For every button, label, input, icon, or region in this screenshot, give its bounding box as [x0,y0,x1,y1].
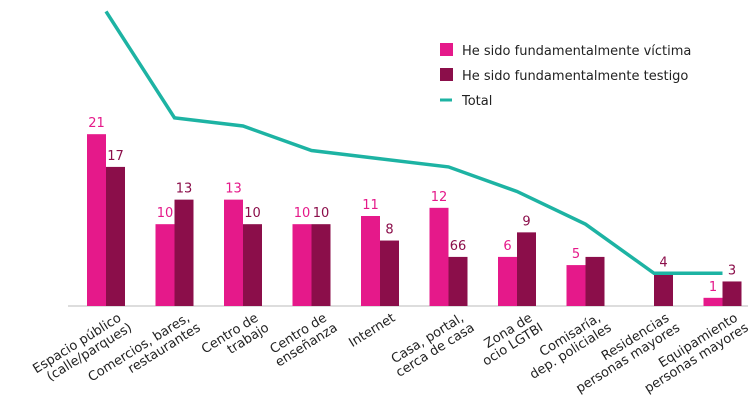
bar [243,224,262,306]
value-label: 3 [728,263,736,278]
bar [292,224,312,306]
x-tick-label: Espacio público(calle/parques) [30,311,135,385]
bar [654,273,673,306]
bar [722,281,742,306]
bar [585,256,605,306]
value-label: 66 [450,239,467,254]
bar [174,199,194,306]
x-tick-label: Casa, portal,cerca de casa [389,311,478,381]
x-tick-label: Internet [346,311,398,351]
value-label: 13 [176,182,193,197]
bar [429,207,449,306]
value-label: 10 [294,206,311,221]
bar [703,297,723,306]
value-label: 9 [522,214,530,229]
value-label: 17 [107,149,124,164]
legend-label: He sido fundamentalmente víctima [462,44,691,59]
value-label: 11 [362,198,379,213]
bar [224,199,243,306]
total-line [104,10,723,276]
bar [380,240,399,306]
legend-swatch [440,68,453,81]
value-label: 13 [225,182,242,197]
value-label: 10 [157,206,174,221]
value-label: 10 [244,206,261,221]
value-label: 6 [503,239,511,254]
value-label: 1 [709,280,717,295]
legend-label: Total [461,94,492,109]
legend-swatch [440,43,453,56]
bar [87,134,106,306]
bar [311,224,331,306]
bar [498,256,517,306]
value-label: 5 [572,247,580,262]
bar [361,216,380,306]
value-label: 4 [659,255,667,270]
legend-label: He sido fundamentalmente testigo [462,69,688,84]
bar [448,256,468,306]
value-label: 10 [313,206,330,221]
bar [106,166,125,306]
bar [566,265,586,306]
value-label: 12 [431,190,448,205]
bar [155,224,175,306]
bar [517,232,536,306]
x-tick-label-line: Internet [346,311,398,351]
value-label: 8 [385,223,393,238]
value-label: 21 [88,116,105,131]
